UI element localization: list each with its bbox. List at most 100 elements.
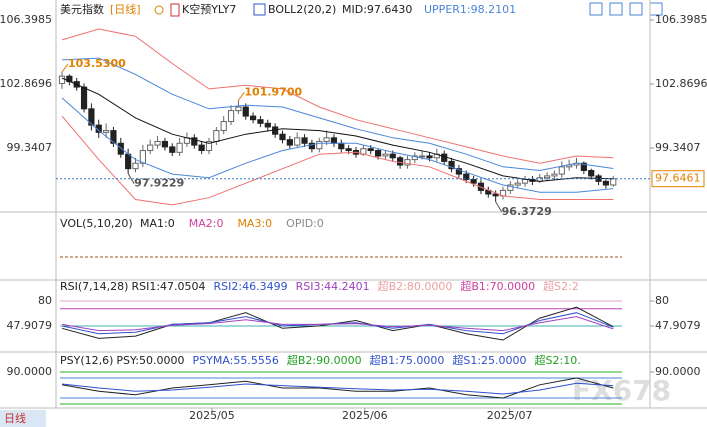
vol-title: VOL(5,10,20) xyxy=(60,217,133,230)
candle-body xyxy=(308,142,315,150)
candle-body xyxy=(507,184,514,191)
candle-body xyxy=(411,155,418,161)
candle-body xyxy=(227,110,235,123)
panel-item: 超S2:10. xyxy=(535,353,581,367)
candle-body xyxy=(205,140,213,152)
candle-body xyxy=(213,130,220,142)
candle-body xyxy=(154,140,161,146)
vol-item: MA3:0 xyxy=(237,217,272,230)
period-button[interactable] xyxy=(0,410,46,427)
series-line xyxy=(61,115,614,206)
candle-body xyxy=(397,157,404,166)
annotation: 101.9700 xyxy=(244,85,302,98)
candle-body xyxy=(286,139,293,146)
candle-body xyxy=(455,168,462,175)
panel-item: 超B2:80.0000 xyxy=(378,279,453,293)
candle-body xyxy=(125,153,132,170)
annotation-leader xyxy=(61,63,69,73)
candle-body xyxy=(169,146,176,153)
candle-body xyxy=(551,173,558,177)
candle-body xyxy=(103,130,110,133)
candle-body xyxy=(426,155,433,159)
candle-body xyxy=(80,86,88,110)
annotation-leader xyxy=(495,201,503,213)
y-tick-label: 106.3985 xyxy=(0,13,52,26)
panel-title: PSY(12,6) xyxy=(60,354,113,367)
vol-item: OPID:0 xyxy=(286,217,324,230)
boll[interactable]: BOLL2(20,2) xyxy=(268,3,336,16)
watermark: FX678 xyxy=(572,374,671,407)
candle-body xyxy=(367,148,374,152)
candle-body xyxy=(235,106,242,112)
y-tick-label-right: 106.3985 xyxy=(655,13,707,26)
annotation: 103.5300 xyxy=(68,57,126,70)
k-icon xyxy=(170,3,180,17)
y-tick-label-right: 47.9079 xyxy=(655,319,701,332)
symbol: 美元指数 xyxy=(60,2,104,16)
candle-body xyxy=(521,179,529,184)
boll-icon xyxy=(253,3,266,16)
settings-icon[interactable] xyxy=(154,5,164,15)
y-tick-label: 80 xyxy=(38,294,52,307)
candle-body xyxy=(470,179,477,184)
candle-body xyxy=(58,75,66,84)
upper1: UPPER1:98.2101 xyxy=(424,3,516,16)
y-tick-label: 102.8696 xyxy=(0,77,52,90)
candle-body xyxy=(345,148,352,152)
y-tick-label-right: 90.0000 xyxy=(655,365,701,378)
panel-item: RSI2:46.3499 xyxy=(214,280,288,293)
candle-body xyxy=(198,144,205,152)
candle-body xyxy=(602,180,609,186)
series-line xyxy=(61,28,614,164)
y-tick-label-right: 99.3407 xyxy=(655,141,701,154)
vol-item: MA2:0 xyxy=(189,217,224,230)
x-tick-label: 2025/06 xyxy=(342,409,388,422)
panel-borders xyxy=(0,0,707,409)
panel-item: 超S1:25.0000 xyxy=(452,353,526,367)
candle-body xyxy=(441,153,448,162)
candle-body xyxy=(558,166,565,175)
candle-body xyxy=(176,142,183,153)
series-line xyxy=(61,377,614,399)
candle-body xyxy=(610,178,617,186)
annotation: 96.3729 xyxy=(502,205,552,218)
annotation: 97.9229 xyxy=(134,177,184,190)
candle-body xyxy=(374,150,382,157)
candle-body xyxy=(279,133,286,141)
candle-body xyxy=(463,173,470,181)
candle-body xyxy=(132,162,139,170)
panel-item: 超B1:75.0000 xyxy=(370,353,445,367)
x-tick-label: 2025/05 xyxy=(189,409,235,422)
panel-item: RSI1:47.0504 xyxy=(131,280,205,293)
panel-title: RSI(7,14,28) xyxy=(60,280,128,293)
candle-body xyxy=(580,162,587,171)
candle-body xyxy=(448,160,455,170)
candle-body xyxy=(110,130,117,144)
candle-body xyxy=(330,137,338,144)
annotation-leader xyxy=(127,173,135,184)
series-line xyxy=(61,316,614,332)
candle-body xyxy=(419,155,426,158)
x-tick-label: 2025/07 xyxy=(487,409,533,422)
period[interactable]: [日线] xyxy=(110,2,141,16)
series-line xyxy=(61,57,614,172)
candle-body xyxy=(389,153,396,159)
panel-item: PSY:50.0000 xyxy=(116,354,184,367)
current-price-box xyxy=(651,170,705,188)
candle-body xyxy=(544,175,551,179)
y-tick-label: 47.9079 xyxy=(7,319,53,332)
candle-body xyxy=(250,115,257,121)
candle-body xyxy=(404,159,411,166)
candle-body xyxy=(191,137,198,146)
period-button-label[interactable]: 日线 xyxy=(4,411,26,425)
candle-body xyxy=(338,142,345,150)
series-line xyxy=(61,97,614,193)
candle-body xyxy=(382,153,389,157)
vol-item: MA1:0 xyxy=(140,217,175,230)
candle-body xyxy=(316,140,323,150)
indicator[interactable]: K空预YLY7 xyxy=(182,2,236,16)
y-tick-label-right: 80 xyxy=(655,294,669,307)
y-tick-label-right: 102.8696 xyxy=(655,77,707,90)
